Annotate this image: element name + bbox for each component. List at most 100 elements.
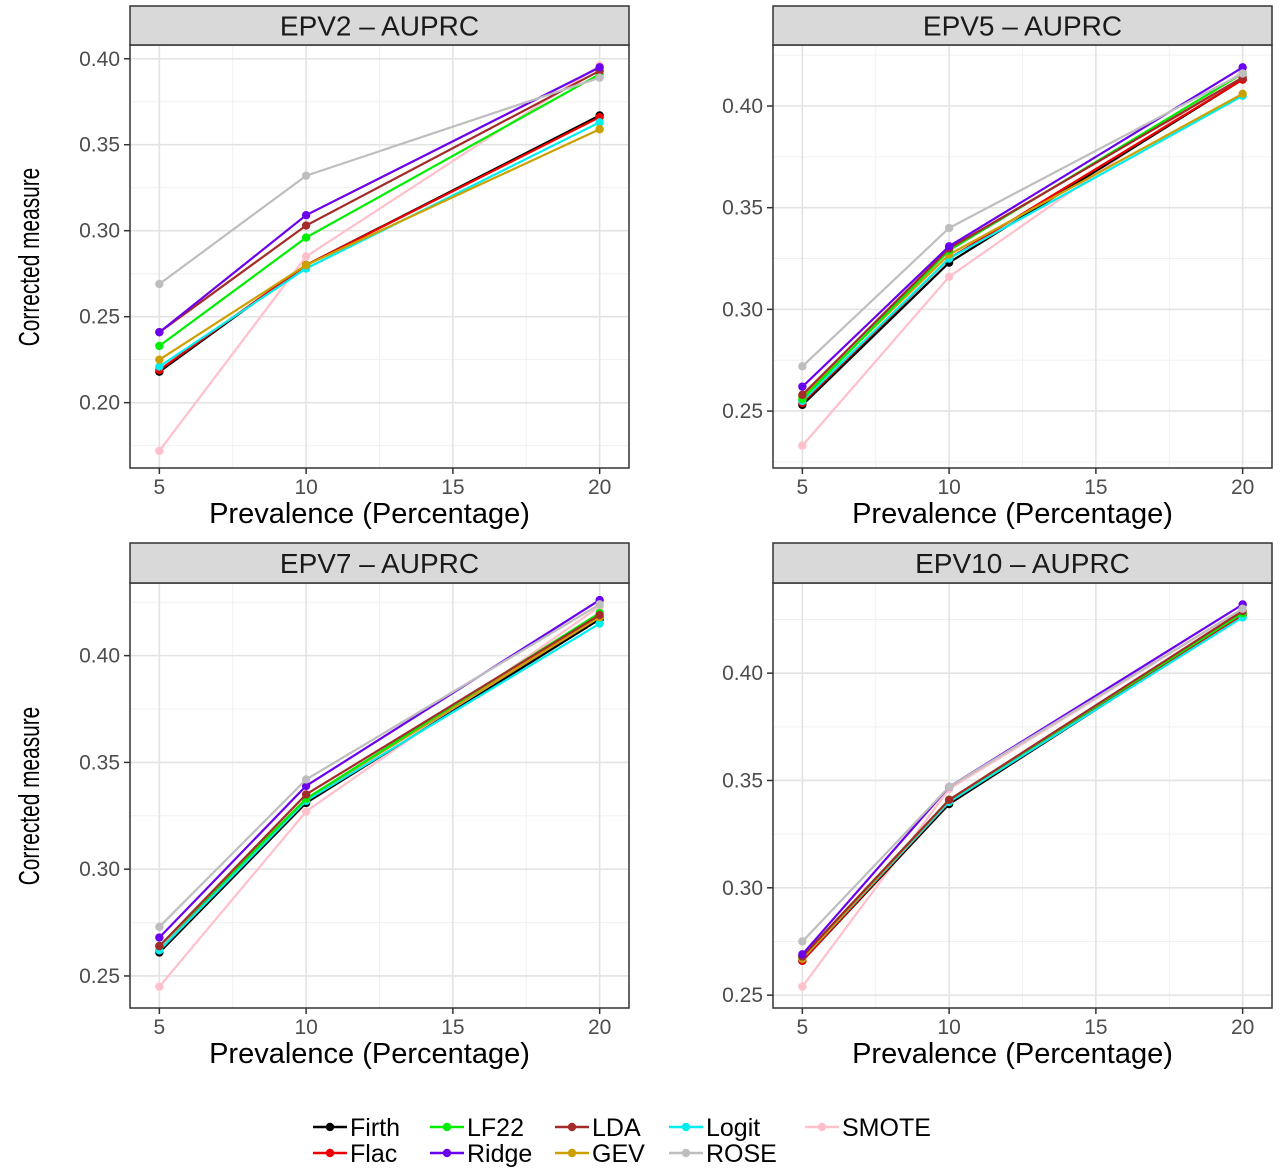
x-axis-title: Prevalence (Percentage) (209, 498, 530, 530)
legend-key-point (817, 1122, 827, 1132)
data-point-smote (798, 982, 807, 991)
facet-title: EPV10 – AUPRC (915, 548, 1130, 579)
legend-key-point (567, 1148, 577, 1158)
facet-title: EPV5 – AUPRC (923, 11, 1122, 42)
x-tick-label: 15 (441, 1016, 464, 1039)
data-point-ridge (155, 933, 164, 942)
data-point-rose (301, 775, 311, 784)
legend-key-point (325, 1148, 335, 1158)
legend-key-point (681, 1148, 691, 1158)
x-tick-label: 5 (154, 1016, 166, 1039)
y-tick-label: 0.30 (79, 858, 120, 881)
x-axis-title: Prevalence (Percentage) (852, 498, 1173, 530)
legend-label: Ridge (467, 1140, 532, 1168)
data-point-smote (155, 982, 164, 991)
x-tick-label: 10 (937, 1016, 960, 1039)
data-point-rose (301, 171, 311, 180)
y-tick-label: 0.40 (722, 95, 763, 118)
data-point-rose (944, 782, 954, 792)
series-rose (798, 604, 1247, 946)
data-point-gev (155, 355, 164, 364)
data-point-ridge (301, 211, 311, 220)
legend-label: Flac (350, 1140, 397, 1168)
data-point-gev (1238, 89, 1247, 99)
legend-label: LF22 (467, 1114, 524, 1142)
data-point-ridge (944, 242, 954, 251)
data-point-lda (944, 795, 954, 804)
series-ridge (798, 63, 1247, 391)
x-tick-label: 20 (1231, 476, 1254, 499)
series-lda (155, 610, 604, 951)
data-point-rose (1238, 604, 1247, 613)
facet-title: EPV2 – AUPRC (280, 11, 479, 42)
data-point-lda (595, 610, 604, 620)
data-point-rose (798, 937, 807, 946)
data-point-lda (798, 390, 807, 399)
legend-item-gev: GEV (555, 1140, 645, 1168)
data-point-smote (798, 441, 807, 450)
series-ridge (155, 63, 604, 337)
legend-label: Firth (350, 1114, 400, 1142)
data-point-rose (1238, 69, 1247, 78)
x-tick-label: 5 (797, 1016, 809, 1039)
data-point-lf22 (155, 341, 164, 351)
y-tick-label: 0.35 (79, 134, 120, 157)
data-point-ridge (155, 327, 164, 337)
legend-key-point (325, 1122, 335, 1132)
y-tick-label: 0.35 (722, 197, 763, 220)
legend-key-point (442, 1122, 452, 1132)
x-tick-label: 10 (294, 476, 317, 499)
x-axis-title: Prevalence (Percentage) (852, 1038, 1173, 1070)
data-point-rose (595, 73, 604, 82)
y-tick-label: 0.30 (722, 877, 763, 900)
data-point-smote (301, 807, 311, 816)
legend-label: LDA (592, 1114, 641, 1142)
series-rose (155, 73, 604, 289)
data-point-gev (595, 125, 604, 134)
panel-1: EPV2 – AUPRC 5 10 15 20 0.20 0.25 0.30 0.35 0.40 P… (14, 5, 630, 530)
x-tick-label: 15 (1084, 1016, 1107, 1039)
y-tick-label: 0.40 (79, 48, 120, 71)
y-tick-label: 0.25 (722, 984, 763, 1007)
x-tick-label: 20 (588, 1016, 611, 1039)
y-axis-title: Corrected measure (14, 168, 46, 347)
facet-strip (129, 5, 630, 46)
data-point-smote (301, 252, 311, 261)
panel-3: EPV7 – AUPRC 5 10 15 20 0.25 0.30 0.35 0.40 Preva… (14, 542, 630, 1070)
x-tick-label: 15 (441, 476, 464, 499)
data-point-rose (798, 362, 807, 371)
data-point-smote (155, 446, 164, 456)
data-point-lda (301, 221, 311, 230)
y-tick-label: 0.20 (79, 392, 120, 415)
legend-label: ROSE (706, 1140, 777, 1168)
x-tick-label: 15 (1084, 476, 1107, 499)
data-point-rose (155, 279, 164, 289)
y-tick-label: 0.40 (79, 645, 120, 668)
x-tick-label: 5 (797, 476, 809, 499)
panel-2: EPV5 – AUPRC 5 10 15 20 0.25 0.30 0.35 0.40 Preva… (722, 5, 1273, 530)
data-point-ridge (798, 950, 807, 959)
facet-strip (772, 5, 1273, 46)
legend-label: SMOTE (842, 1114, 931, 1142)
data-point-logit (155, 362, 164, 371)
facet-strip (129, 542, 630, 584)
series-gev (155, 125, 604, 364)
x-tick-label: 5 (154, 476, 166, 499)
legend-item-smote: SMOTE (805, 1114, 931, 1142)
y-tick-label: 0.25 (722, 400, 763, 423)
x-axis-title: Prevalence (Percentage) (209, 1038, 530, 1070)
y-tick-label: 0.25 (79, 965, 120, 988)
data-point-rose (944, 223, 954, 233)
y-tick-label: 0.25 (79, 306, 120, 329)
data-point-lda (301, 790, 311, 799)
legend-label: Logit (706, 1114, 760, 1142)
data-point-logit (595, 619, 604, 628)
panel-4: EPV10 – AUPRC 5 10 15 20 0.25 0.30 0.35 0.40 Prev… (722, 542, 1273, 1070)
data-point-rose (595, 600, 604, 609)
legend-item-lf22: LF22 (430, 1114, 524, 1142)
legend-item-logit: Logit (669, 1114, 760, 1142)
facet-strip (772, 542, 1273, 584)
legend-item-rose: ROSE (669, 1140, 777, 1168)
data-point-rose (155, 922, 164, 932)
